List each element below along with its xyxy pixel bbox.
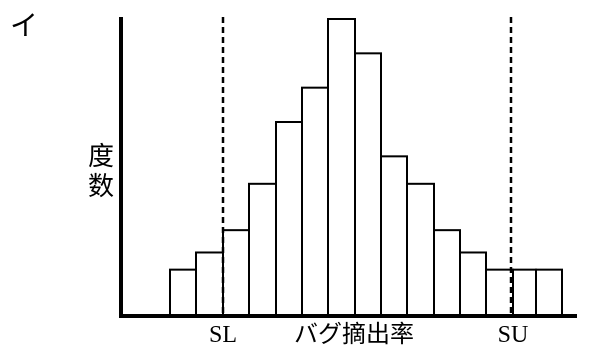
y-axis-label-char: 数: [88, 172, 114, 202]
histogram-bar: [169, 268, 197, 317]
histogram-bar: [301, 86, 329, 317]
bars-group: [169, 18, 563, 317]
histogram-bar: [512, 268, 537, 317]
histogram-bar: [459, 251, 487, 317]
y-axis-label-char: 度: [88, 142, 114, 172]
reference-labels-group: SL SU: [209, 322, 528, 348]
histogram-bar: [485, 268, 514, 317]
histogram-bar: [433, 229, 461, 317]
histogram-bar: [535, 268, 563, 317]
histogram-bar: [327, 18, 356, 317]
histogram-bar: [222, 229, 250, 317]
x-axis-label: バグ摘出率: [294, 320, 414, 348]
reference-label-su: SU: [498, 322, 529, 348]
reference-label-sl: SL: [209, 322, 237, 348]
histogram-bar: [275, 121, 303, 317]
histogram-bar: [248, 182, 277, 317]
histogram-bar: [380, 155, 408, 317]
histogram-bar: [195, 251, 224, 317]
y-axis-label: 度数: [88, 142, 114, 202]
histogram-bar: [406, 182, 435, 317]
panel-label: イ: [10, 9, 38, 42]
histogram-bar: [354, 52, 382, 317]
